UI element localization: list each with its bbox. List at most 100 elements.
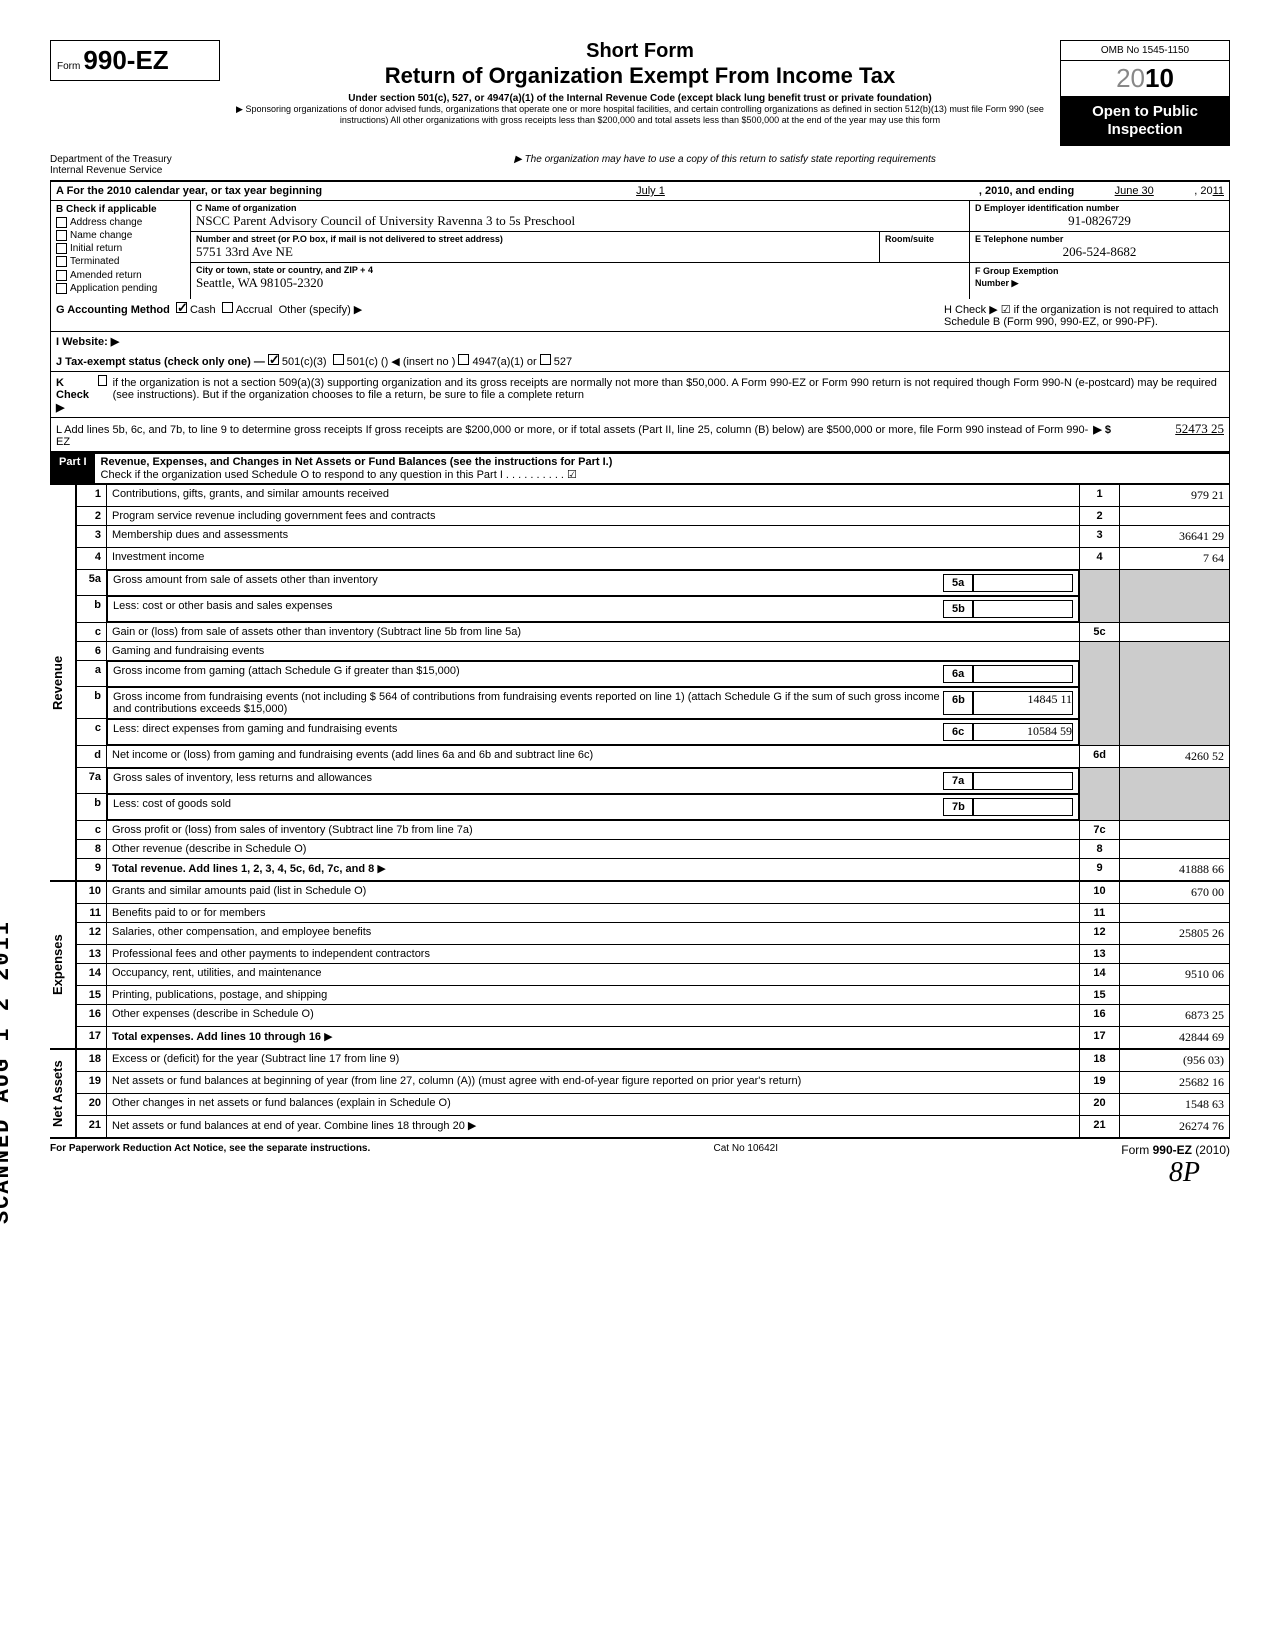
l15-desc: Printing, publications, postage, and shi… xyxy=(107,985,1080,1004)
footer: For Paperwork Reduction Act Notice, see … xyxy=(50,1138,1230,1157)
form-prefix: Form xyxy=(57,61,80,72)
header-grid: B Check if applicable Address change Nam… xyxy=(50,201,1230,299)
l6a-desc: Gross income from gaming (attach Schedul… xyxy=(113,665,943,683)
row-a: A For the 2010 calendar year, or tax yea… xyxy=(50,182,1230,201)
e-label: E Telephone number xyxy=(975,234,1224,244)
chk-cash[interactable] xyxy=(176,302,187,313)
l1-val: 979 21 xyxy=(1120,484,1230,506)
year-box: 2010 xyxy=(1060,61,1230,97)
l7c-desc: Gross profit or (loss) from sales of inv… xyxy=(107,820,1080,839)
l6d-desc: Net income or (loss) from gaming and fun… xyxy=(107,745,1080,767)
l21-val: 26274 76 xyxy=(1120,1115,1230,1137)
l9-arrow: ▶ xyxy=(377,863,385,875)
l4-desc: Investment income xyxy=(107,547,1080,569)
main-title: Return of Organization Exempt From Incom… xyxy=(228,63,1052,89)
l14-desc: Occupancy, rent, utilities, and maintena… xyxy=(107,963,1080,985)
l6c-desc: Less: direct expenses from gaming and fu… xyxy=(113,723,943,741)
l12-desc: Salaries, other compensation, and employ… xyxy=(107,922,1080,944)
l3-val: 36641 29 xyxy=(1120,525,1230,547)
a-label: A For the 2010 calendar year, or tax yea… xyxy=(56,185,322,197)
l8-desc: Other revenue (describe in Schedule O) xyxy=(107,839,1080,858)
l20-desc: Other changes in net assets or fund bala… xyxy=(107,1093,1080,1115)
l11-desc: Benefits paid to or for members xyxy=(107,903,1080,922)
footer-right: Form 990-EZ (2010) xyxy=(1121,1143,1230,1157)
l16-val: 6873 25 xyxy=(1120,1004,1230,1026)
l6-desc: Gaming and fundraising events xyxy=(107,641,1080,660)
l19-val: 25682 16 xyxy=(1120,1071,1230,1093)
part1-header: Part I Revenue, Expenses, and Changes in… xyxy=(50,452,1230,484)
l7a-box: 7a xyxy=(943,772,973,790)
scan-stamp: SCANNED AUG 1 2 2011 xyxy=(0,920,15,1224)
j-c: ) ◀ (insert no ) xyxy=(385,355,456,368)
year-prefix: 20 xyxy=(1116,63,1145,93)
c-street-label: Number and street (or P.O box, if mail i… xyxy=(196,234,874,244)
l4-val: 7 64 xyxy=(1120,547,1230,569)
c-name: NSCC Parent Advisory Council of Universi… xyxy=(196,213,964,229)
l14-val: 9510 06 xyxy=(1120,963,1230,985)
l5c-val xyxy=(1120,622,1230,641)
form-number: 990-EZ xyxy=(83,45,168,75)
j-b: 501(c) ( xyxy=(347,356,385,368)
c-name-label: C Name of organization xyxy=(196,203,964,213)
year-val: 10 xyxy=(1145,63,1174,93)
l5a-desc: Gross amount from sale of assets other t… xyxy=(113,574,943,592)
subtitle: Under section 501(c), 527, or 4947(a)(1)… xyxy=(228,93,1052,104)
chk-527[interactable] xyxy=(540,354,551,365)
l6b-desc: Gross income from fundraising events (no… xyxy=(113,691,943,715)
chk-501c[interactable] xyxy=(333,354,344,365)
open-public-box: Open to Public Inspection xyxy=(1060,97,1230,146)
j-d: 4947(a)(1) or xyxy=(472,356,536,368)
title-block: Short Form Return of Organization Exempt… xyxy=(228,40,1052,125)
l7b-box: 7b xyxy=(943,798,973,816)
c-street: 5751 33rd Ave NE xyxy=(196,244,874,260)
part1-title: Revenue, Expenses, and Changes in Net As… xyxy=(101,456,1223,468)
c-city: Seattle, WA 98105-2320 xyxy=(196,275,964,291)
l21-arrow: ▶ xyxy=(468,1120,476,1132)
chk-amended[interactable] xyxy=(56,270,67,281)
revenue-table: 1Contributions, gifts, grants, and simil… xyxy=(76,484,1230,881)
chk-k[interactable] xyxy=(98,375,106,386)
l6c-box: 6c xyxy=(943,723,973,741)
short-form-label: Short Form xyxy=(228,40,1052,63)
l5b-box: 5b xyxy=(943,600,973,618)
l18-val: (956 03) xyxy=(1120,1049,1230,1071)
d-val: 91-0826729 xyxy=(975,213,1224,229)
j-a: 501(c)(3) xyxy=(282,356,327,368)
l5b-desc: Less: cost or other basis and sales expe… xyxy=(113,600,943,618)
chk-4947[interactable] xyxy=(458,354,469,365)
chk-name[interactable] xyxy=(56,230,67,241)
chk-pending[interactable] xyxy=(56,283,67,294)
h-label: H Check ▶ ☑ if the organization is not r… xyxy=(944,303,1224,328)
chk-accrual[interactable] xyxy=(222,302,233,313)
e-val: 206-524-8682 xyxy=(975,244,1224,260)
row-i: I Website: ▶ xyxy=(50,332,1230,351)
chk-address[interactable] xyxy=(56,217,67,228)
opt-name: Name change xyxy=(70,230,132,241)
l6d-val: 4260 52 xyxy=(1120,745,1230,767)
l7b-desc: Less: cost of goods sold xyxy=(113,798,943,816)
opt-pending: Application pending xyxy=(70,283,157,294)
j-e: 527 xyxy=(554,356,572,368)
right-boxes: OMB No 1545-1150 2010 Open to Public Ins… xyxy=(1060,40,1230,146)
l2-val xyxy=(1120,506,1230,525)
l5a-box: 5a xyxy=(943,574,973,592)
irs-label: Internal Revenue Service xyxy=(50,165,220,176)
a-end: June 30 xyxy=(1074,185,1194,197)
expenses-table: 10Grants and similar amounts paid (list … xyxy=(76,881,1230,1049)
row-j: J Tax-exempt status (check only one) — 5… xyxy=(50,351,1230,372)
col-c: C Name of organization NSCC Parent Advis… xyxy=(191,201,969,299)
opt-terminated: Terminated xyxy=(70,257,119,268)
l-arrow: ▶ $ xyxy=(1093,423,1111,436)
expenses-section: Expenses 10Grants and similar amounts pa… xyxy=(50,881,1230,1049)
c-room-label: Room/suite xyxy=(885,234,964,244)
chk-501c3[interactable] xyxy=(268,354,279,365)
col-def: D Employer identification number 91-0826… xyxy=(969,201,1229,299)
l1-desc: Contributions, gifts, grants, and simila… xyxy=(107,484,1080,506)
footer-left: For Paperwork Reduction Act Notice, see … xyxy=(50,1143,370,1157)
part1-check: Check if the organization used Schedule … xyxy=(101,468,1223,481)
chk-terminated[interactable] xyxy=(56,256,67,267)
opt-amended: Amended return xyxy=(70,270,142,281)
l10-val: 670 00 xyxy=(1120,881,1230,903)
chk-initial[interactable] xyxy=(56,243,67,254)
dept-block: Department of the Treasury Internal Reve… xyxy=(50,150,1230,182)
